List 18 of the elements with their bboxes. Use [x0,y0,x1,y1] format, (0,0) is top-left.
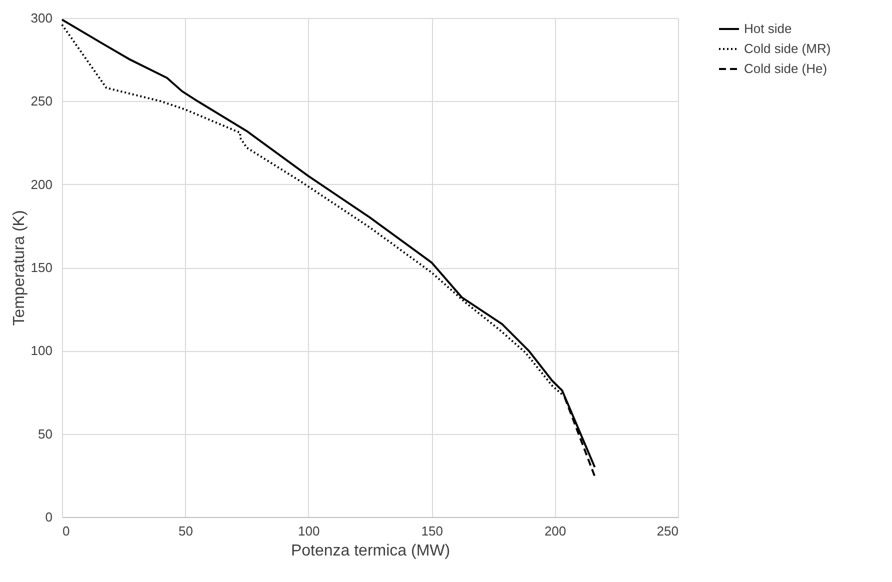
x-tick-label: 0 [62,524,70,538]
y-tick-label: 50 [38,426,52,442]
legend-label: Cold side (He) [744,61,828,76]
y-tick-label: 250 [30,94,52,109]
y-axis-title: Temperatura (K) [10,210,28,326]
x-tick-label: 150 [421,524,443,538]
y-tick-label: 150 [30,260,52,275]
x-tick-label: 200 [544,524,566,538]
x-tick-label: 50 [178,524,193,538]
y-tick-label: 300 [30,10,52,26]
x-axis-title: Potenza termica (MW) [290,542,450,560]
y-tick-label: 0 [45,510,52,524]
legend-label: Cold side (MR) [744,41,831,56]
x-tick-label: 250 [656,524,678,538]
y-tick-label: 100 [30,343,52,358]
legend-label: Hot side [744,21,792,36]
y-tick-label: 200 [30,176,52,192]
x-tick-label: 100 [298,524,320,538]
